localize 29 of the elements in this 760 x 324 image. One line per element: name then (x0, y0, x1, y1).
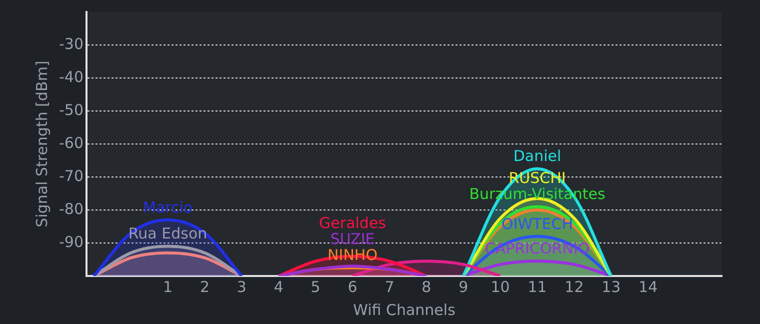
y-tick-label: -30 (59, 34, 84, 53)
x-tick-label: 12 (564, 278, 584, 296)
x-tick-label: 7 (384, 278, 394, 296)
series-label: OIWTECH (502, 214, 573, 233)
x-axis-title: Wifi Channels (353, 300, 456, 319)
y-tick-label: -50 (59, 100, 84, 119)
y-tick-label: -90 (59, 232, 84, 251)
y-tick-label: -70 (59, 166, 84, 185)
series-label: SUZIE (330, 230, 375, 248)
x-tick-label: 2 (200, 278, 210, 296)
x-tick-label: 4 (274, 278, 284, 296)
x-tick-label: 10 (490, 278, 510, 296)
x-tick-label: 1 (163, 278, 173, 296)
series-label: Rua Edson (128, 224, 208, 243)
x-tick-label: 11 (528, 278, 547, 296)
x-tick-label: 9 (458, 278, 468, 296)
y-tick-label: -40 (59, 68, 84, 86)
y-axis-title: Signal Strength [dBm] (32, 60, 51, 228)
x-tick-label: 13 (602, 278, 621, 296)
x-tick-label: 3 (236, 278, 246, 296)
x-tick-label: 6 (348, 278, 358, 296)
x-tick-label: 8 (422, 278, 432, 296)
y-tick-label: -60 (59, 134, 84, 152)
x-tick-label: 14 (638, 278, 658, 296)
series-label: Daniel (513, 147, 562, 166)
series-label: Geraldes (319, 214, 386, 232)
y-tick-label: -80 (59, 200, 84, 218)
series-label: Marcio (142, 198, 193, 216)
x-tick-label: 5 (310, 278, 320, 296)
